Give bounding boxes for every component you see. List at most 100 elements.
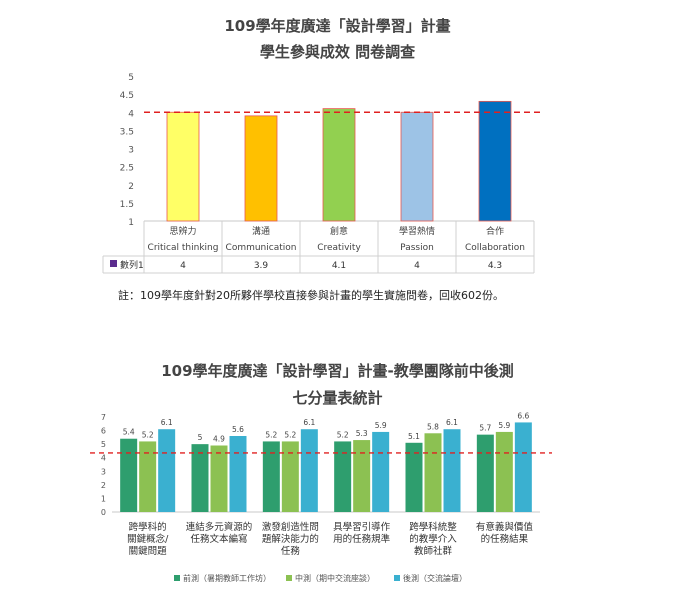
y-tick-label: 7 (101, 413, 106, 422)
bar (400, 111, 434, 222)
bar-value-label: 5.7 (479, 424, 491, 433)
bar (353, 440, 371, 512)
legend-label: 前測（暑期教師工作坊） (183, 573, 271, 583)
bar-value-label: 5.1 (408, 432, 420, 441)
legend-label: 後測（交流論壇） (403, 573, 467, 583)
bar-value-label: 5.8 (427, 422, 439, 431)
y-tick-label: 2.5 (120, 164, 134, 174)
data-table-value: 4 (414, 261, 420, 271)
category-label: 用的任務規準 (333, 533, 391, 545)
bar (281, 441, 299, 512)
bar (424, 433, 442, 512)
legend-swatch (286, 575, 292, 581)
bar-value-label: 5.9 (375, 421, 387, 430)
category-label: 的任務結果 (481, 533, 529, 545)
y-tick-label: 4.5 (120, 91, 134, 101)
chart2-subtitle: 七分量表統計 (292, 389, 383, 407)
category-label: 任務文本編寫 (190, 533, 247, 545)
y-tick-label: 5 (128, 73, 134, 83)
category-label-zh: 學習熱情 (399, 225, 435, 237)
bar (322, 108, 356, 222)
legend-swatch (174, 575, 180, 581)
y-tick-label: 5 (101, 440, 106, 449)
category-label-en: Passion (400, 243, 434, 253)
category-label-en: Collaboration (465, 243, 525, 253)
y-tick-label: 3.5 (120, 127, 134, 137)
bar (405, 442, 423, 512)
bar-value-label: 5.6 (232, 425, 244, 434)
bar (166, 111, 200, 222)
bar-value-label: 6.6 (517, 411, 529, 420)
bar-value-label: 4.9 (213, 435, 225, 444)
bar (495, 431, 513, 512)
bar-value-label: 5 (198, 433, 203, 442)
bar-value-label: 6.1 (446, 418, 458, 427)
category-label-zh: 創意 (330, 225, 348, 237)
bar (334, 441, 352, 512)
category-label: 激發創造性問 (262, 521, 319, 533)
bar (372, 431, 390, 512)
bar-value-label: 5.9 (498, 421, 510, 430)
category-label-zh: 溝通 (252, 225, 270, 237)
data-table-value: 4 (180, 261, 186, 271)
data-table-value: 3.9 (254, 261, 269, 271)
category-label: 具學習引導作 (333, 521, 391, 533)
bar-value-label: 5.2 (337, 430, 349, 439)
category-label: 任務 (281, 545, 301, 557)
bar (244, 115, 278, 222)
y-tick-label: 3 (101, 467, 106, 476)
bar-value-label: 5.2 (284, 430, 296, 439)
survey-note: 註：109學年度針對20所夥伴學校直接參與計畫的學生實施問卷，回收602份。 (118, 289, 504, 302)
chart1-subtitle: 學生參與成效 問卷調查 (259, 43, 416, 61)
y-tick-label: 6 (101, 427, 106, 436)
legend-swatch (110, 260, 117, 267)
category-label-en: Creativity (317, 243, 361, 253)
category-label: 的教學介入 (409, 533, 457, 545)
y-tick-label: 1 (128, 218, 134, 228)
y-tick-label: 4 (128, 109, 134, 119)
y-tick-label: 0 (101, 508, 106, 517)
category-label: 有意義與價值 (476, 521, 534, 533)
category-label: 題解決能力的 (262, 533, 319, 545)
bar-value-label: 5.2 (142, 430, 154, 439)
category-label: 教師社群 (414, 545, 453, 557)
legend-label: 數列1 (120, 259, 144, 271)
bar (139, 441, 157, 512)
y-tick-label: 1 (101, 494, 106, 503)
data-table-value: 4.1 (332, 261, 346, 271)
category-label-zh: 思辨力 (169, 225, 196, 237)
category-label: 關鍵問題 (129, 545, 168, 557)
chart2-title: 109學年度廣達「設計學習」計畫-教學團隊前中後測 (161, 362, 514, 380)
category-label-en: Critical thinking (148, 243, 219, 253)
bar (158, 429, 176, 512)
legend-label: 中測（期中交流座談） (295, 573, 375, 583)
y-tick-label: 1.5 (120, 200, 134, 210)
chart1-plot: 1 1.5 2 2.5 3 3.5 4 4.5 5 思辨力 Critical thinking 4 溝通… (102, 73, 542, 274)
bar-value-label: 5.2 (265, 430, 277, 439)
bar (478, 100, 512, 222)
bar-value-label: 6.1 (161, 418, 173, 427)
bar (120, 438, 138, 512)
category-label: 跨學科統整 (409, 521, 457, 533)
chart1-title: 109學年度廣達「設計學習」計畫 (224, 17, 451, 35)
category-label: 連結多元資源的 (186, 521, 253, 533)
bar-value-label: 5.4 (123, 428, 135, 437)
category-label-zh: 合作 (486, 225, 504, 237)
y-tick-label: 2 (101, 481, 106, 490)
category-label: 跨學科的 (129, 521, 167, 533)
bar-value-label: 5.3 (356, 429, 368, 438)
category-label: 關鍵概念/ (127, 533, 169, 545)
category-label-en: Communication (226, 243, 297, 253)
bar (443, 429, 461, 512)
y-tick-label: 3 (128, 146, 134, 156)
bar (300, 429, 318, 512)
y-tick-label: 2 (128, 182, 134, 192)
bar (514, 422, 532, 512)
bar (191, 444, 209, 512)
bar (476, 434, 494, 512)
bar (262, 441, 280, 512)
bar (210, 445, 228, 512)
legend-swatch (394, 575, 400, 581)
data-table-value: 4.3 (488, 261, 502, 271)
